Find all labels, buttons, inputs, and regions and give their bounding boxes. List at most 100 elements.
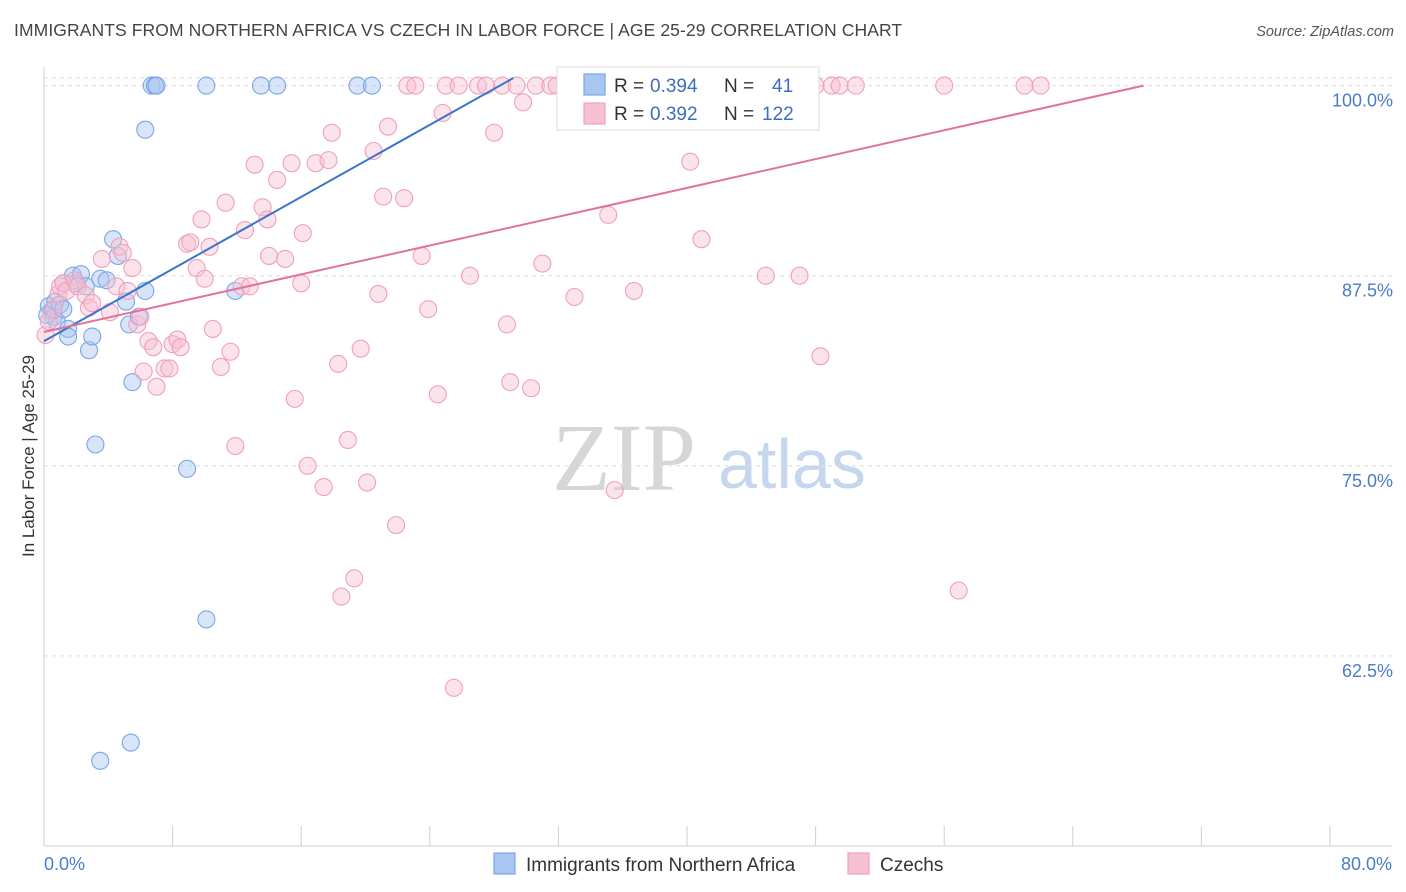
watermark-atlas: atlas bbox=[718, 425, 866, 503]
data-point-czechs bbox=[259, 246, 279, 265]
data-point-czechs bbox=[460, 266, 480, 285]
data-point-czechs bbox=[681, 152, 700, 171]
data-point-northern-africa bbox=[91, 269, 110, 288]
data-point-czechs bbox=[497, 315, 517, 334]
data-point-czechs bbox=[949, 581, 968, 600]
chart-source: Source: ZipAtlas.com bbox=[1256, 24, 1394, 40]
y-tick-label: 87.5% bbox=[1342, 281, 1393, 301]
data-point-czechs bbox=[245, 155, 264, 174]
data-point-northern-africa bbox=[121, 733, 140, 752]
data-point-czechs bbox=[378, 117, 398, 136]
data-point-czechs bbox=[444, 678, 463, 697]
data-point-czechs bbox=[428, 385, 447, 404]
data-point-czechs bbox=[171, 338, 190, 357]
legend-swatch-northern-africa bbox=[493, 852, 516, 875]
data-point-northern-africa bbox=[362, 76, 381, 95]
data-point-czechs bbox=[624, 281, 644, 300]
data-point-czechs bbox=[351, 339, 370, 358]
data-point-czechs bbox=[935, 76, 954, 95]
data-point-czechs bbox=[345, 569, 364, 588]
data-point-czechs bbox=[507, 76, 526, 95]
data-point-czechs bbox=[412, 246, 431, 265]
data-point-czechs bbox=[39, 312, 58, 331]
data-point-czechs bbox=[406, 76, 425, 95]
y-tick-labels: 62.5% 75.0% 87.5% 100.0% bbox=[1332, 91, 1393, 681]
stats-r-value-northern-africa: 0.394 bbox=[650, 76, 698, 97]
data-point-czechs bbox=[358, 473, 377, 492]
data-point-czechs bbox=[147, 377, 166, 396]
watermark-zip: ZIP bbox=[552, 404, 696, 511]
data-point-czechs bbox=[268, 170, 287, 189]
data-point-czechs bbox=[44, 300, 63, 319]
data-point-czechs bbox=[449, 76, 468, 95]
data-point-northern-africa bbox=[136, 120, 155, 139]
data-point-czechs bbox=[605, 481, 624, 500]
y-axis-title: In Labor Force | Age 25-29 bbox=[19, 355, 38, 557]
data-point-northern-africa bbox=[104, 230, 123, 249]
stats-n-label-czechs: N = bbox=[724, 104, 754, 125]
data-point-czechs bbox=[134, 362, 153, 381]
data-point-czechs bbox=[846, 76, 865, 95]
data-point-northern-africa bbox=[147, 76, 166, 95]
stats-n-value-czechs: 122 bbox=[762, 104, 794, 125]
stats-r-value-czechs: 0.392 bbox=[650, 104, 698, 125]
data-point-czechs bbox=[522, 379, 541, 398]
x-tick-label-min: 0.0% bbox=[44, 854, 85, 874]
data-point-czechs bbox=[216, 193, 235, 212]
data-point-czechs bbox=[298, 456, 317, 475]
data-point-czechs bbox=[282, 154, 301, 173]
data-point-czechs bbox=[477, 76, 496, 95]
y-tick-label: 100.0% bbox=[1332, 91, 1393, 111]
data-point-czechs bbox=[258, 210, 277, 229]
trend-line-czechs bbox=[43, 84, 1144, 333]
stats-n-value-northern-africa: 41 bbox=[772, 76, 793, 97]
data-point-czechs bbox=[513, 93, 533, 112]
data-point-northern-africa bbox=[251, 76, 271, 95]
stats-n-label-northern-africa: N = bbox=[724, 76, 754, 97]
data-point-czechs bbox=[756, 266, 775, 285]
data-point-czechs bbox=[123, 259, 142, 278]
data-point-czechs bbox=[319, 151, 338, 170]
data-point-czechs bbox=[192, 210, 211, 229]
stats-swatch-northern-africa bbox=[583, 73, 606, 96]
data-point-northern-africa bbox=[348, 76, 367, 95]
data-point-czechs bbox=[533, 254, 552, 273]
series-czechs-points bbox=[36, 76, 1050, 697]
data-point-czechs bbox=[692, 230, 711, 249]
data-point-czechs bbox=[1015, 76, 1034, 95]
stats-r-label-northern-africa: R = bbox=[614, 76, 644, 97]
data-point-northern-africa bbox=[197, 610, 216, 629]
data-point-czechs bbox=[338, 430, 357, 449]
data-point-czechs bbox=[285, 389, 304, 408]
legend-label-northern-africa: Immigrants from Northern Africa bbox=[526, 855, 796, 876]
data-point-czechs bbox=[107, 277, 126, 296]
data-point-czechs bbox=[565, 287, 584, 307]
data-point-czechs bbox=[433, 103, 452, 123]
data-point-czechs bbox=[830, 76, 849, 95]
data-point-czechs bbox=[332, 587, 351, 606]
data-point-czechs bbox=[195, 269, 214, 288]
data-point-czechs bbox=[131, 307, 150, 326]
data-point-czechs bbox=[178, 234, 197, 253]
data-point-czechs bbox=[92, 249, 111, 269]
data-point-czechs bbox=[292, 274, 311, 293]
data-point-czechs bbox=[139, 332, 158, 351]
stats-r-label-czechs: R = bbox=[614, 104, 644, 125]
data-point-czechs bbox=[83, 294, 102, 313]
data-point-czechs bbox=[485, 123, 504, 142]
data-point-czechs bbox=[226, 436, 245, 456]
data-point-northern-africa bbox=[123, 373, 142, 392]
data-point-czechs bbox=[160, 359, 179, 378]
data-point-czechs bbox=[374, 187, 393, 206]
data-point-czechs bbox=[395, 189, 414, 208]
y-tick-label: 75.0% bbox=[1342, 471, 1393, 491]
data-point-czechs bbox=[501, 373, 520, 392]
data-point-czechs bbox=[599, 205, 618, 224]
data-point-czechs bbox=[314, 478, 333, 497]
data-point-czechs bbox=[113, 243, 132, 262]
data-point-czechs bbox=[526, 76, 545, 95]
data-point-czechs bbox=[118, 281, 137, 300]
data-point-czechs bbox=[419, 300, 438, 319]
data-point-czechs bbox=[293, 224, 312, 243]
